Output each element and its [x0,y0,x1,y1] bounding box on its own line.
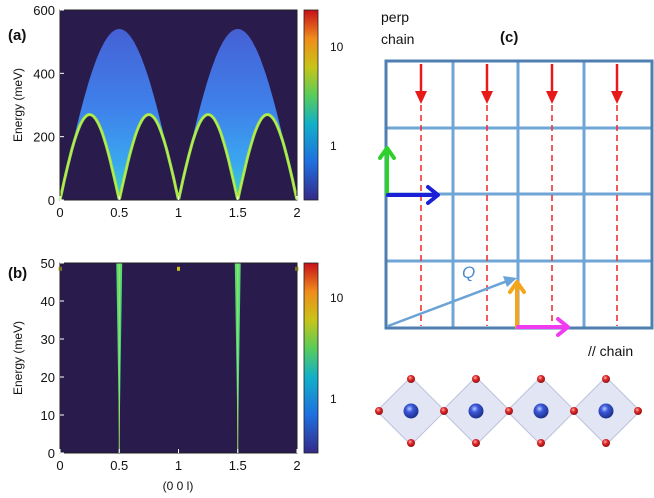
panel-c-label: (c) [500,29,518,46]
x-tick-label: 2 [293,205,300,220]
x-tick-label: 0.5 [110,458,128,473]
y-tick-label: 400 [33,66,55,81]
y-tick-label: 30 [41,332,55,347]
y-tick-label: 600 [33,3,55,18]
o-atom [472,375,480,383]
down-arrow-icon [611,64,623,104]
panel-b-colorbar [303,262,319,454]
cu-atom [533,403,549,419]
magenta-right-arrow-icon [516,317,570,337]
o-atom [440,407,448,415]
panel-b-xlabel: (0 0 l) [163,479,194,493]
y-tick-label: 200 [33,130,55,145]
panel-c: perp chain (c) [375,9,654,447]
o-atom [472,439,480,447]
x-tick-label: 1.5 [229,458,247,473]
o-atom [537,439,545,447]
y-tick-label: 20 [41,370,55,385]
x-tick-label: 0.5 [110,205,128,220]
cu-atom [468,403,484,419]
down-arrows [415,64,623,104]
orange-up-arrow-icon [508,280,526,329]
x-tick-label: 2 [293,458,300,473]
o-atom [537,375,545,383]
o-atom [375,407,383,415]
down-arrow-icon [481,64,493,104]
parallel-chain-label: // chain [588,343,633,359]
faint-spot [177,266,180,271]
continuum-dome [178,29,297,200]
panel-a-colorbar-tick-10: 10 [330,40,344,54]
panel-a-y-ticks: 0 200 400 600 [33,3,64,208]
panel-a-x-ticks: 0 0.5 1 1.5 2 [56,196,301,220]
panel-b-y-ticks: 0 10 20 30 40 50 [41,256,64,461]
y-tick-label: 0 [48,446,55,461]
y-tick-label: 50 [41,256,55,271]
o-atom [602,439,610,447]
x-tick-label: 1 [175,205,182,220]
q-vector-arrow-icon [387,276,517,328]
o-atom [505,407,513,415]
panel-a-ylabel: Energy (meV) [11,68,25,142]
blue-right-arrow-icon [386,185,440,205]
continuum-dome [60,29,179,200]
panel-b-ylabel: Energy (meV) [11,321,25,395]
x-tick-label: 0 [56,458,63,473]
down-arrow-icon [546,64,558,104]
panel-a-colorbar [303,9,319,201]
perp-chain-label-line1: perp [381,9,409,25]
panel-a-label: (a) [8,27,26,44]
perp-chain-label-line2: chain [381,31,414,47]
panel-b-cones [58,263,299,453]
o-atom [407,375,415,383]
o-atom [407,439,415,447]
panel-b-colorbar-tick-10: 10 [330,291,344,305]
x-tick-label: 1 [175,458,182,473]
cu-atom [598,403,614,419]
y-tick-label: 40 [41,294,55,309]
panel-a-colorbar-tick-1: 1 [330,139,337,153]
panel-b-label: (b) [8,265,27,282]
y-tick-label: 10 [41,408,55,423]
panel-b: (b) 0 0.5 1 1.5 2 0 10 20 30 40 50 Energy (meV) (… [8,256,344,493]
green-up-arrow-icon [378,146,396,196]
panel-b-x-ticks: 0 0.5 1 1.5 2 [56,449,301,473]
x-tick-label: 1.5 [229,205,247,220]
down-arrow-icon [415,64,427,104]
panel-b-colorbar-tick-1: 1 [330,392,337,406]
o-atom [602,375,610,383]
q-label: Q [462,263,475,282]
y-tick-label: 0 [48,193,55,208]
x-tick-label: 0 [56,205,63,220]
cuo-chain-structure [375,375,642,447]
o-atom [634,407,642,415]
panel-b-plot-area [60,263,297,453]
o-atom [570,407,578,415]
cu-atom [403,403,419,419]
